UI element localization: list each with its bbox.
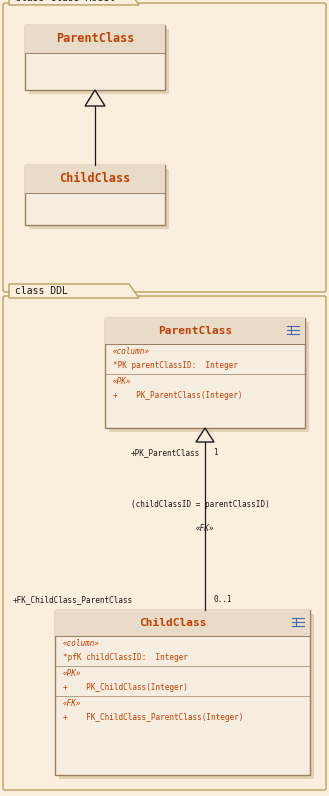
Text: (childClassID = parentClassID): (childClassID = parentClassID) xyxy=(131,500,269,509)
FancyBboxPatch shape xyxy=(109,322,309,432)
FancyBboxPatch shape xyxy=(105,318,305,428)
Text: «column»: «column» xyxy=(63,638,100,647)
FancyBboxPatch shape xyxy=(55,610,310,775)
FancyBboxPatch shape xyxy=(29,29,169,94)
Text: *PK parentClassID:  Integer: *PK parentClassID: Integer xyxy=(113,361,238,370)
Text: +PK_ParentClass: +PK_ParentClass xyxy=(131,448,200,457)
Text: 1: 1 xyxy=(213,448,217,457)
Text: «PK»: «PK» xyxy=(63,669,82,677)
Polygon shape xyxy=(85,90,105,106)
FancyBboxPatch shape xyxy=(3,3,326,292)
Polygon shape xyxy=(196,428,214,442)
FancyBboxPatch shape xyxy=(25,165,165,225)
Text: ChildClass: ChildClass xyxy=(139,618,206,628)
Text: +    FK_ChildClass_ParentClass(Integer): + FK_ChildClass_ParentClass(Integer) xyxy=(63,713,243,723)
Text: ChildClass: ChildClass xyxy=(59,173,131,185)
Text: 0..1: 0..1 xyxy=(213,595,232,604)
Text: «column»: «column» xyxy=(113,346,150,356)
FancyBboxPatch shape xyxy=(29,169,169,229)
FancyBboxPatch shape xyxy=(59,614,314,779)
FancyBboxPatch shape xyxy=(25,25,165,90)
FancyBboxPatch shape xyxy=(25,165,165,193)
Text: ParentClass: ParentClass xyxy=(158,326,232,336)
FancyBboxPatch shape xyxy=(105,318,305,344)
Polygon shape xyxy=(9,284,139,298)
Text: «PK»: «PK» xyxy=(113,377,132,385)
FancyBboxPatch shape xyxy=(55,610,310,636)
Text: *pfK childClassID:  Integer: *pfK childClassID: Integer xyxy=(63,654,188,662)
Text: +FK_ChildClass_ParentClass: +FK_ChildClass_ParentClass xyxy=(13,595,133,604)
Text: class Class Model: class Class Model xyxy=(15,0,115,3)
Text: ParentClass: ParentClass xyxy=(56,33,134,45)
FancyBboxPatch shape xyxy=(3,296,326,790)
Text: «FK»: «FK» xyxy=(196,524,214,533)
Text: class DDL: class DDL xyxy=(15,286,68,296)
FancyBboxPatch shape xyxy=(25,25,165,53)
Text: +    PK_ChildClass(Integer): + PK_ChildClass(Integer) xyxy=(63,684,188,693)
Text: «FK»: «FK» xyxy=(63,699,82,708)
Polygon shape xyxy=(9,0,139,5)
Text: +    PK_ParentClass(Integer): + PK_ParentClass(Integer) xyxy=(113,392,242,400)
